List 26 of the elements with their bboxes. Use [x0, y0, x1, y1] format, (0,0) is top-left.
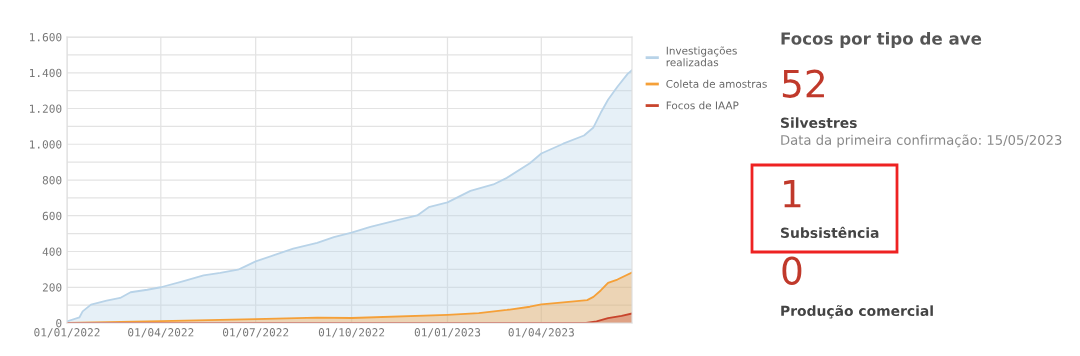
y-tick-label: 200: [42, 283, 62, 292]
text: Silvestres: [781, 117, 857, 129]
x-tick-label: 01/01/2023: [414, 328, 481, 338]
y-tick-label: 600: [42, 211, 62, 221]
text: Focos por tipo de ave: [781, 31, 982, 49]
text: 52: [782, 69, 824, 98]
legend-label: Focos de IAAP: [666, 101, 739, 110]
x-tick-label: 01/04/2023: [508, 328, 574, 338]
x-tick-label: 01/04/2022: [128, 328, 194, 338]
x-tick-label: 01/07/2022: [222, 328, 289, 338]
y-tick-label: 1.000: [30, 140, 62, 149]
y-tick-label: 800: [42, 176, 62, 185]
text: Data da primeira confirmação: 15/05/2023: [781, 134, 1062, 148]
text: Subsistência: [781, 226, 879, 239]
text: Produção comercial: [781, 305, 933, 319]
text: 1: [784, 180, 801, 208]
legend-label: Coleta de amostras: [666, 79, 767, 88]
x-tick-label: 01/01/2022: [34, 328, 100, 338]
y-tick-label: 400: [42, 247, 62, 256]
x-tick-label: 01/10/2022: [318, 328, 385, 338]
y-tick-label: 0: [56, 319, 62, 328]
y-tick-label: 1.200: [30, 104, 62, 113]
text: 0: [782, 256, 802, 285]
legend-label: Investigações realizadas: [666, 46, 737, 67]
y-tick-label: 1.600: [30, 33, 62, 42]
y-tick-label: 1.400: [30, 68, 62, 78]
